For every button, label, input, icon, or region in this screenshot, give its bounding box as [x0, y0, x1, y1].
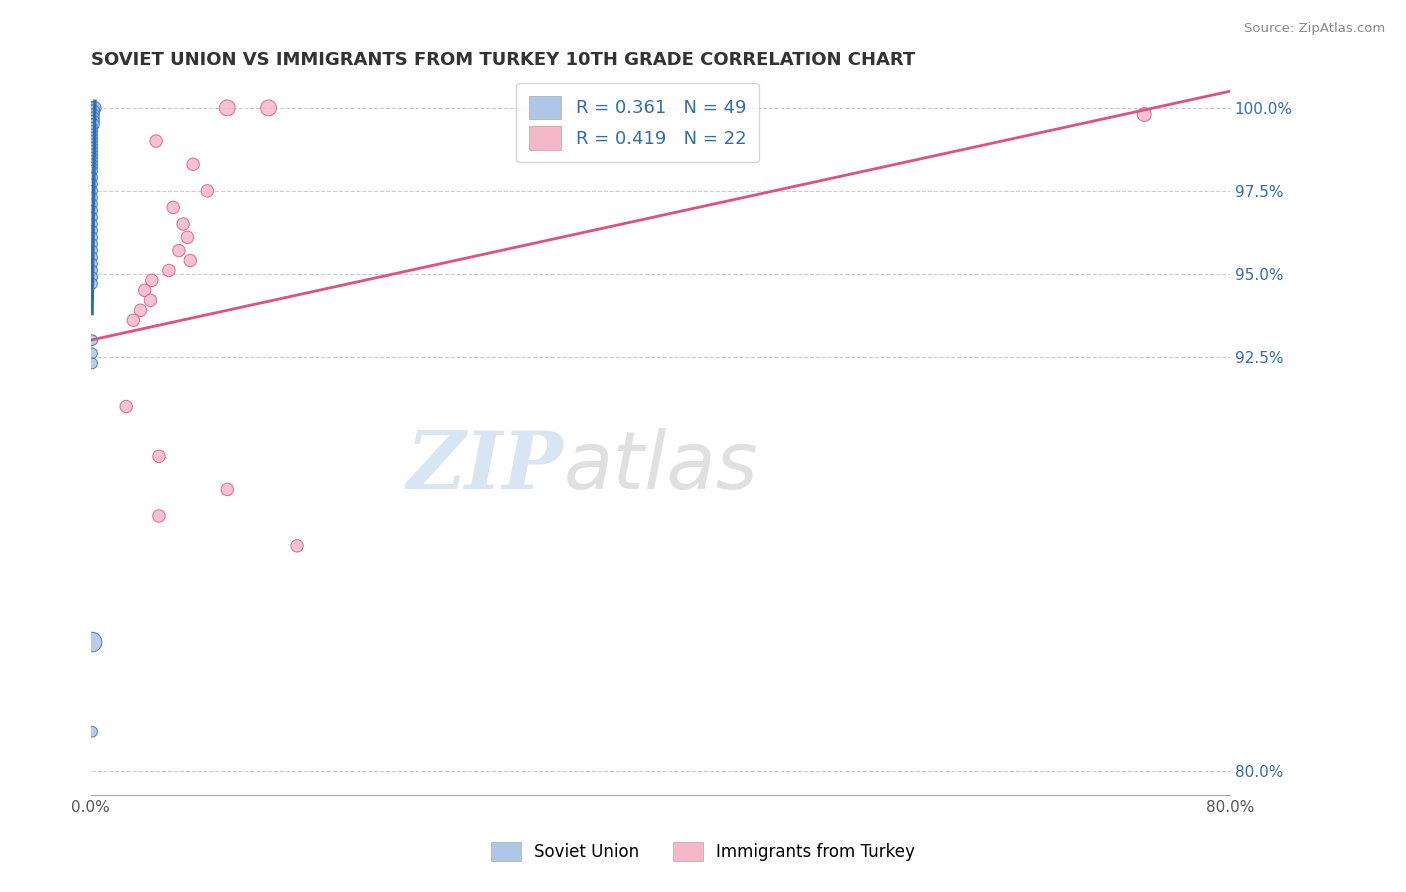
Point — [181, 157, 204, 171]
Point — [80, 164, 103, 178]
Point — [80, 137, 103, 152]
Point — [80, 124, 103, 138]
Point — [129, 303, 152, 318]
Point — [285, 539, 308, 553]
Point — [176, 230, 198, 244]
Point — [80, 101, 103, 115]
Point — [80, 190, 103, 204]
Point — [217, 101, 239, 115]
Point — [80, 197, 103, 211]
Point — [80, 144, 103, 158]
Point — [1133, 107, 1156, 121]
Point — [80, 236, 103, 251]
Point — [83, 101, 105, 115]
Point — [134, 284, 156, 298]
Legend: R = 0.361   N = 49, R = 0.419   N = 22: R = 0.361 N = 49, R = 0.419 N = 22 — [516, 83, 759, 162]
Point — [139, 293, 162, 308]
Point — [80, 724, 103, 739]
Point — [80, 153, 103, 168]
Point — [80, 224, 103, 238]
Point — [80, 107, 103, 121]
Point — [257, 101, 280, 115]
Point — [80, 356, 103, 370]
Point — [82, 101, 104, 115]
Point — [80, 346, 103, 360]
Point — [162, 201, 184, 215]
Point — [80, 333, 103, 347]
Point — [145, 134, 167, 148]
Point — [80, 184, 103, 198]
Point — [80, 211, 103, 225]
Point — [179, 253, 201, 268]
Point — [148, 450, 170, 464]
Point — [80, 217, 103, 231]
Point — [80, 151, 103, 165]
Point — [80, 120, 103, 135]
Point — [80, 157, 103, 171]
Point — [80, 111, 103, 125]
Point — [195, 184, 218, 198]
Point — [157, 263, 180, 277]
Point — [82, 104, 104, 119]
Text: ZIP: ZIP — [406, 428, 564, 505]
Text: Source: ZipAtlas.com: Source: ZipAtlas.com — [1244, 22, 1385, 36]
Point — [80, 141, 103, 155]
Point — [80, 128, 103, 142]
Point — [80, 203, 103, 218]
Point — [80, 250, 103, 264]
Point — [82, 118, 104, 132]
Point — [115, 400, 138, 414]
Point — [80, 118, 103, 132]
Point — [80, 134, 103, 148]
Point — [80, 635, 103, 649]
Point — [80, 257, 103, 271]
Point — [167, 244, 190, 258]
Point — [122, 313, 145, 327]
Point — [80, 170, 103, 185]
Point — [80, 244, 103, 258]
Point — [80, 270, 103, 285]
Point — [80, 263, 103, 277]
Point — [80, 130, 103, 145]
Legend: Soviet Union, Immigrants from Turkey: Soviet Union, Immigrants from Turkey — [484, 835, 922, 868]
Point — [217, 483, 239, 497]
Point — [172, 217, 194, 231]
Point — [80, 230, 103, 244]
Point — [141, 273, 163, 287]
Point — [82, 114, 104, 128]
Point — [80, 277, 103, 291]
Text: SOVIET UNION VS IMMIGRANTS FROM TURKEY 10TH GRADE CORRELATION CHART: SOVIET UNION VS IMMIGRANTS FROM TURKEY 1… — [90, 51, 915, 69]
Point — [80, 161, 103, 175]
Point — [80, 114, 103, 128]
Point — [80, 178, 103, 192]
Point — [82, 111, 104, 125]
Text: atlas: atlas — [564, 427, 758, 506]
Point — [80, 147, 103, 161]
Point — [148, 508, 170, 523]
Point — [82, 107, 104, 121]
Point — [80, 104, 103, 119]
